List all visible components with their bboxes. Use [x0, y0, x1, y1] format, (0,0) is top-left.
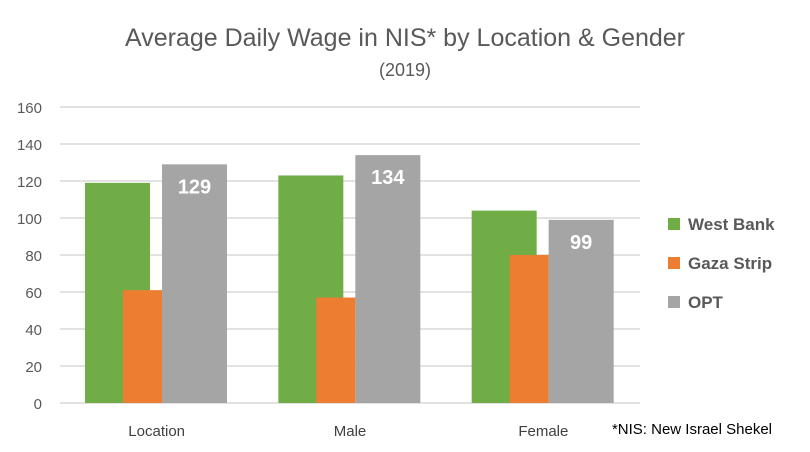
legend-label: OPT — [688, 293, 724, 312]
data-label: 129 — [178, 176, 211, 198]
chart-title: Average Daily Wage in NIS* by Location &… — [125, 24, 685, 52]
x-tick-label: Female — [518, 423, 568, 440]
bar-opt — [162, 164, 227, 403]
legend-label: Gaza Strip — [688, 254, 772, 273]
bar-gaza-strip — [316, 297, 356, 403]
y-tick-label: 80 — [25, 248, 42, 265]
y-tick-label: 120 — [17, 174, 42, 191]
y-tick-label: 160 — [17, 100, 42, 117]
data-label: 99 — [570, 232, 592, 254]
y-tick-label: 60 — [25, 285, 42, 302]
y-tick-label: 20 — [25, 359, 42, 376]
y-tick-label: 140 — [17, 137, 42, 154]
bar-gaza-strip — [509, 255, 549, 403]
legend-swatch — [668, 257, 680, 269]
x-tick-label: Male — [334, 423, 367, 440]
y-tick-label: 100 — [17, 211, 42, 228]
y-tick-label: 40 — [25, 322, 42, 339]
legend-swatch — [668, 296, 680, 308]
legend-swatch — [668, 218, 680, 230]
footnote: *NIS: New Israel Shekel — [612, 421, 772, 438]
y-tick-label: 0 — [34, 396, 42, 413]
chart-subtitle: (2019) — [379, 60, 431, 80]
bar-gaza-strip — [123, 290, 162, 403]
bar-opt — [548, 219, 614, 403]
bar-opt — [355, 155, 421, 403]
data-label: 134 — [371, 167, 405, 189]
legend-label: West Bank — [688, 215, 775, 234]
x-tick-label: Location — [128, 423, 185, 440]
